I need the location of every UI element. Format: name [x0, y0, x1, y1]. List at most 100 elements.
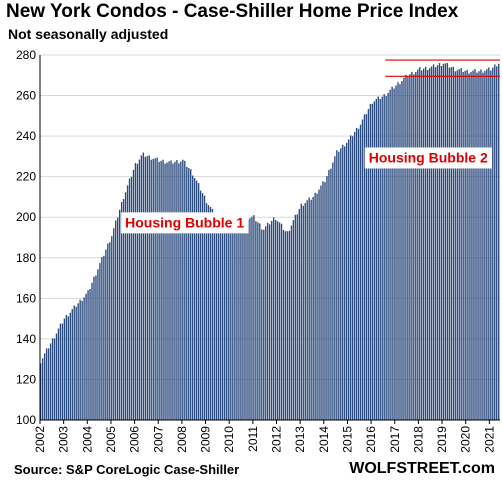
bar	[243, 218, 245, 420]
bar	[324, 182, 326, 420]
bar	[365, 114, 368, 421]
bar	[91, 282, 93, 420]
bar	[444, 63, 447, 421]
bar	[193, 178, 196, 420]
bar	[413, 74, 415, 421]
x-tick-label: 2003	[57, 426, 71, 453]
bar	[314, 192, 316, 420]
bar	[456, 70, 458, 421]
bar	[253, 215, 255, 420]
bar	[393, 88, 395, 420]
bar	[282, 230, 285, 420]
bar	[219, 223, 222, 420]
bar	[144, 156, 147, 421]
y-tick-label: 220	[16, 170, 36, 184]
bar	[251, 216, 253, 420]
bar	[490, 70, 492, 421]
bar	[51, 338, 54, 420]
y-tick-label: 200	[16, 210, 36, 224]
bar	[93, 276, 95, 420]
bar	[310, 199, 312, 420]
bar	[99, 263, 101, 420]
bar	[342, 144, 344, 420]
annotation-bg	[364, 147, 492, 169]
bars	[40, 63, 500, 421]
bar	[95, 275, 97, 420]
bar	[150, 159, 152, 420]
bar	[336, 150, 338, 420]
bar	[166, 162, 168, 420]
y-tick-label: 260	[16, 89, 36, 103]
bar	[223, 219, 225, 420]
bar	[389, 89, 391, 420]
bar	[140, 155, 143, 420]
bar	[423, 68, 425, 421]
bar	[462, 71, 464, 420]
annotation-label: Housing Bubble 1	[125, 214, 244, 230]
bar	[87, 290, 89, 420]
y-tick-label: 240	[16, 129, 36, 143]
bar	[438, 63, 441, 420]
bar	[430, 66, 433, 421]
bar	[417, 69, 419, 420]
bar	[407, 76, 409, 420]
bar	[138, 159, 141, 420]
x-tick-label: 2014	[317, 426, 331, 453]
x-tick-label: 2012	[270, 426, 284, 453]
bar	[247, 219, 249, 420]
bar	[494, 64, 496, 421]
bar	[284, 231, 287, 420]
bar	[478, 71, 480, 420]
bar	[47, 348, 50, 420]
bar	[474, 69, 476, 420]
bar	[347, 139, 350, 420]
bar	[351, 136, 354, 420]
x-tick-label: 2021	[482, 426, 496, 453]
bar	[75, 306, 77, 420]
bar	[466, 69, 468, 421]
bar	[59, 323, 62, 420]
bar	[316, 193, 318, 420]
bar	[134, 163, 137, 420]
bar	[454, 71, 456, 420]
bar	[115, 220, 117, 420]
bar	[105, 249, 107, 420]
bar	[375, 98, 377, 421]
bar	[450, 67, 453, 421]
bar	[259, 223, 261, 420]
bar	[340, 148, 342, 420]
bar	[203, 195, 206, 420]
bar	[300, 203, 302, 420]
bar	[213, 215, 216, 420]
bar	[101, 257, 103, 420]
bar	[67, 316, 70, 420]
bar	[263, 229, 265, 420]
bar	[488, 67, 490, 421]
bar	[330, 168, 332, 420]
bar	[241, 219, 243, 420]
bar	[43, 353, 46, 420]
bar	[452, 66, 454, 420]
x-tick-label: 2006	[128, 426, 142, 453]
x-tick-label: 2005	[104, 426, 118, 453]
bar	[211, 209, 214, 420]
bar	[369, 103, 372, 420]
bar	[458, 69, 460, 420]
bar	[442, 63, 445, 420]
x-tick-label: 2016	[364, 426, 378, 453]
bar	[154, 158, 156, 421]
bar	[170, 160, 172, 420]
bar	[199, 190, 202, 420]
bar	[308, 197, 310, 420]
bar	[265, 226, 267, 420]
bar	[298, 209, 300, 420]
bar	[205, 203, 208, 420]
bar	[40, 363, 42, 420]
bar	[65, 314, 68, 420]
x-tick-label: 2004	[80, 426, 94, 453]
bar	[192, 175, 194, 420]
bar	[411, 71, 413, 420]
bar	[338, 151, 340, 421]
bar	[152, 158, 154, 421]
bar	[239, 216, 241, 420]
